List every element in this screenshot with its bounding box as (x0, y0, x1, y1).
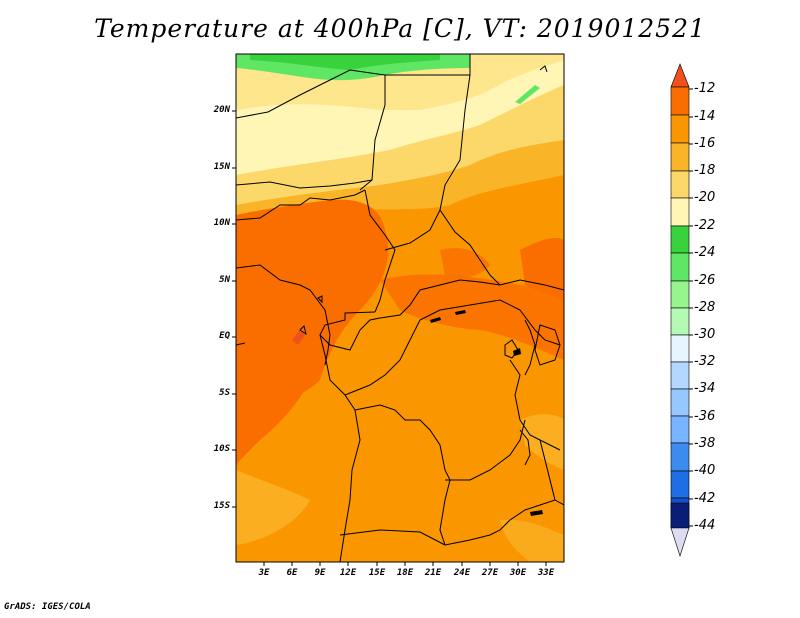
lat-label: EQ (219, 331, 230, 341)
lon-label: 15E (368, 568, 386, 578)
chart-title: Temperature at 400hPa [C], VT: 201901252… (94, 14, 706, 43)
colorbar-bin (670, 197, 690, 227)
colorbar-bin (670, 415, 690, 444)
colorbar-bin (670, 252, 690, 282)
lon-label: 27E (481, 568, 499, 578)
lon-label: 33E (537, 568, 555, 578)
colorbar-label: -12 (694, 81, 716, 96)
colorbar-lower-tip (670, 527, 690, 557)
colorbar-label: -40 (694, 463, 716, 478)
colorbar-label: -16 (694, 136, 716, 151)
colorbar-bin (670, 307, 690, 336)
lon-label: 30E (509, 568, 527, 578)
colorbar-bin (670, 502, 690, 529)
colorbar-bin (670, 334, 690, 363)
lon-label: 21E (424, 568, 442, 578)
colorbar-label: -24 (694, 245, 716, 260)
colorbar-bin (670, 225, 690, 254)
lakes (430, 310, 543, 516)
map-frame (235, 53, 565, 563)
colorbar-bin (670, 280, 690, 309)
colorbar-bin (670, 170, 690, 199)
colorbar (670, 63, 690, 557)
colorbar-label: -36 (694, 409, 716, 424)
colorbar-label: -18 (694, 163, 716, 178)
lat-label: 15S (213, 501, 230, 511)
lat-label: 10N (213, 218, 230, 228)
colorbar-ticks (689, 88, 693, 527)
lon-label: 18E (396, 568, 414, 578)
country-borders (236, 54, 564, 562)
colorbar-label: -30 (694, 327, 716, 342)
colorbar-label: -14 (694, 109, 716, 124)
temperature-field (236, 54, 564, 562)
colorbar-label: -26 (694, 273, 716, 288)
grads-credit: GrADS: IGES/COLA (4, 602, 91, 612)
lat-label: 15N (213, 162, 230, 172)
colorbar-bin (670, 114, 690, 144)
lat-label: 10S (213, 444, 230, 454)
lon-label: 6E (286, 568, 298, 578)
lon-label: 12E (339, 568, 357, 578)
lon-label: 3E (258, 568, 270, 578)
colorbar-bin (670, 470, 690, 499)
colorbar-bin (670, 361, 690, 390)
colorbar-label: -20 (694, 190, 716, 205)
colorbar-bin (670, 442, 690, 472)
colorbar-upper-tip (670, 63, 690, 88)
colorbar-bin (670, 86, 690, 116)
colorbar-label: -22 (694, 218, 716, 233)
lat-label: 5S (219, 388, 230, 398)
lon-ticks (263, 562, 547, 566)
lon-label: 24E (453, 568, 471, 578)
lat-ticks (232, 110, 236, 508)
colorbar-label: -38 (694, 436, 716, 451)
colorbar-bin (670, 142, 690, 172)
colorbar-label: -42 (694, 491, 716, 506)
colorbar-label: -32 (694, 354, 716, 369)
lat-label: 20N (213, 105, 230, 115)
colorbar-label: -28 (694, 300, 716, 315)
colorbar-label: -34 (694, 381, 716, 396)
colorbar-label: -44 (694, 518, 716, 533)
lon-label: 9E (314, 568, 326, 578)
colorbar-bin (670, 388, 690, 417)
lat-label: 5N (219, 275, 230, 285)
